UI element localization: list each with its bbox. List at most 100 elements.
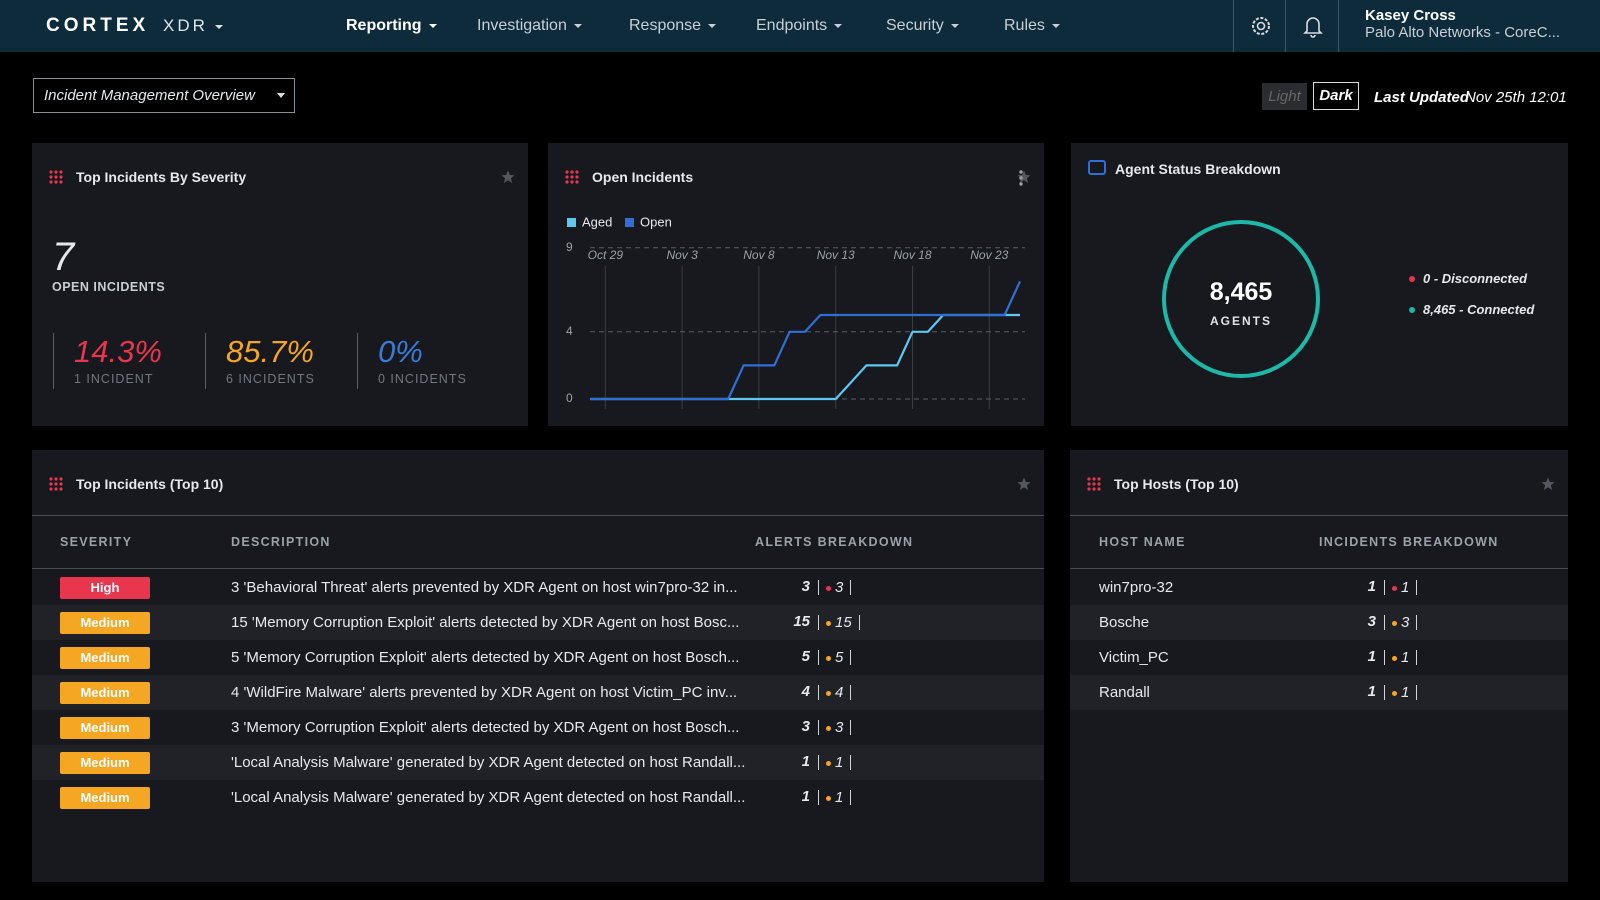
alerts-breakdown: 15 bbox=[810, 614, 860, 631]
severity-percent: 85.7% bbox=[226, 334, 314, 370]
favorite-star[interactable] bbox=[501, 170, 515, 184]
last-updated-label: Last Updated bbox=[1374, 89, 1469, 106]
legend-label: 8,465 - Connected bbox=[1423, 302, 1534, 317]
product-name[interactable]: XDR bbox=[163, 16, 223, 36]
icon-dot bbox=[570, 180, 573, 183]
table-row[interactable]: Randall11 bbox=[1070, 675, 1568, 710]
icon-dot bbox=[575, 170, 578, 173]
breakdown-count: 1 bbox=[835, 789, 843, 806]
breakdown-count: 5 bbox=[835, 649, 843, 666]
widget-title: Agent Status Breakdown bbox=[1115, 161, 1281, 177]
host-name: win7pro-32 bbox=[1099, 579, 1173, 596]
settings-icon[interactable] bbox=[1250, 15, 1272, 37]
widget-icon bbox=[49, 477, 63, 491]
severity-count: 6 INCIDENTS bbox=[226, 372, 315, 386]
bracket: 1 bbox=[1384, 650, 1417, 665]
table-row[interactable]: High3 'Behavioral Threat' alerts prevent… bbox=[32, 570, 1044, 605]
alerts-total: 5 bbox=[750, 648, 810, 665]
nav-item[interactable]: Endpoints bbox=[756, 17, 842, 35]
open-incidents-count: 7 bbox=[52, 235, 74, 280]
column-header: ALERTS BREAKDOWN bbox=[755, 535, 913, 549]
x-tick-label: Nov 18 bbox=[893, 248, 931, 262]
severity-dot bbox=[1392, 621, 1397, 626]
table-row[interactable]: Medium15 'Memory Corruption Exploit' ale… bbox=[32, 605, 1044, 640]
widget-title: Top Incidents By Severity bbox=[76, 169, 246, 185]
bracket: 1 bbox=[1384, 580, 1417, 595]
stat-divider bbox=[357, 333, 358, 389]
nav-item[interactable]: Security bbox=[886, 17, 959, 35]
table-row[interactable]: Medium3 'Memory Corruption Exploit' aler… bbox=[32, 710, 1044, 745]
alerts-breakdown: 1 bbox=[810, 789, 851, 806]
legend-swatch bbox=[567, 218, 576, 227]
stat-divider bbox=[53, 333, 54, 389]
severity-badge: Medium bbox=[60, 682, 150, 704]
icon-dot bbox=[570, 170, 573, 173]
widget-title: Top Incidents (Top 10) bbox=[76, 476, 223, 492]
icon-dot bbox=[54, 180, 57, 183]
severity-badge: Medium bbox=[60, 612, 150, 634]
table-row[interactable]: Medium'Local Analysis Malware' generated… bbox=[32, 745, 1044, 780]
bracket: 1 bbox=[818, 790, 851, 805]
severity-dot bbox=[826, 761, 831, 766]
nav-item[interactable]: Response bbox=[629, 17, 716, 35]
notifications-icon[interactable] bbox=[1302, 14, 1324, 38]
incidents-breakdown: 1 bbox=[1376, 649, 1417, 666]
table-row[interactable]: Medium'Local Analysis Malware' generated… bbox=[32, 780, 1044, 815]
logo[interactable]: CORTEX bbox=[46, 15, 149, 37]
icon-dot bbox=[1097, 487, 1100, 490]
icon-dot bbox=[1087, 482, 1090, 485]
widget-menu[interactable] bbox=[1018, 170, 1024, 186]
x-tick-label: Nov 8 bbox=[743, 248, 775, 262]
top-nav: CORTEX XDR Reporting Investigation Response E… bbox=[0, 0, 1600, 52]
widget-icon bbox=[565, 170, 579, 184]
table-row[interactable]: win7pro-3211 bbox=[1070, 570, 1568, 605]
theme-dark[interactable]: Dark bbox=[1313, 82, 1359, 110]
host-name: Victim_PC bbox=[1099, 649, 1169, 666]
nav-item[interactable]: Investigation bbox=[477, 17, 582, 35]
alerts-breakdown: 3 bbox=[810, 579, 851, 596]
star bbox=[1542, 478, 1555, 491]
icon-dot bbox=[59, 477, 62, 480]
menu-dot bbox=[1019, 182, 1022, 185]
nav-item[interactable]: Reporting bbox=[346, 17, 437, 35]
breakdown-count: 4 bbox=[835, 684, 843, 701]
icon-dot bbox=[49, 180, 52, 183]
legend-dot bbox=[1409, 307, 1415, 313]
incident-description: 3 'Behavioral Threat' alerts prevented b… bbox=[231, 579, 738, 596]
incident-description: 5 'Memory Corruption Exploit' alerts det… bbox=[231, 649, 739, 666]
legend-label: 0 - Disconnected bbox=[1423, 271, 1527, 286]
favorite-star[interactable] bbox=[1541, 477, 1555, 491]
icon-dot bbox=[49, 175, 52, 178]
table-row[interactable]: Victim_PC11 bbox=[1070, 640, 1568, 675]
table-row[interactable]: Bosche33 bbox=[1070, 605, 1568, 640]
icon-dot bbox=[1087, 477, 1090, 480]
legend-dot bbox=[1409, 276, 1415, 282]
icon-dot bbox=[570, 175, 573, 178]
icon-dot bbox=[575, 180, 578, 183]
table-row[interactable]: Medium5 'Memory Corruption Exploit' aler… bbox=[32, 640, 1044, 675]
user-name[interactable]: Kasey Cross bbox=[1365, 7, 1456, 24]
theme-light[interactable]: Light bbox=[1262, 83, 1307, 110]
icon-dot bbox=[575, 175, 578, 178]
severity-badge: Medium bbox=[60, 752, 150, 774]
last-updated: Nov 25th 12:01 bbox=[1465, 89, 1567, 106]
agent-total-label: AGENTS bbox=[1161, 314, 1321, 328]
menu-dot bbox=[1019, 176, 1022, 179]
series-line bbox=[590, 281, 1020, 399]
icon-dot bbox=[565, 170, 568, 173]
alerts-total: 15 bbox=[750, 613, 810, 630]
icon-dot bbox=[1097, 477, 1100, 480]
nav-item[interactable]: Rules bbox=[1004, 17, 1060, 35]
user-org[interactable]: Palo Alto Networks - CoreC... bbox=[1365, 24, 1560, 41]
alerts-total: 3 bbox=[750, 578, 810, 595]
favorite-star[interactable] bbox=[1017, 477, 1031, 491]
icon-dot bbox=[54, 175, 57, 178]
x-tick-label: Nov 13 bbox=[817, 248, 855, 262]
widget: Open IncidentsAgedOpenOct 29Nov 3Nov 8No… bbox=[548, 143, 1044, 426]
severity-dot bbox=[826, 796, 831, 801]
breakdown-count: 3 bbox=[1401, 614, 1409, 631]
bracket: 3 bbox=[1384, 615, 1417, 630]
severity-badge: Medium bbox=[60, 717, 150, 739]
table-row[interactable]: Medium4 'WildFire Malware' alerts preven… bbox=[32, 675, 1044, 710]
dashboard-select[interactable]: Incident Management Overview bbox=[33, 78, 295, 113]
